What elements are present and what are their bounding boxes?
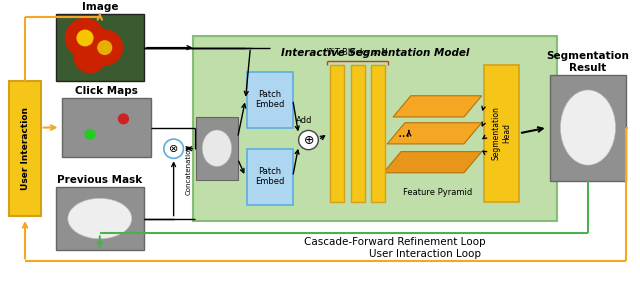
Text: Interactive Segmentation Model: Interactive Segmentation Model — [281, 48, 470, 58]
Text: Segmentation
Result: Segmentation Result — [547, 51, 629, 73]
Text: User Interaction Loop: User Interaction Loop — [369, 250, 481, 260]
Text: Patch
Embed: Patch Embed — [255, 167, 285, 186]
Bar — [56, 187, 144, 250]
Text: Cascade-Forward Refinement Loop: Cascade-Forward Refinement Loop — [304, 237, 486, 247]
Polygon shape — [383, 152, 482, 173]
Circle shape — [299, 130, 318, 150]
Text: Feature Pyramid: Feature Pyramid — [403, 188, 472, 197]
Bar — [330, 65, 344, 202]
Circle shape — [118, 114, 129, 124]
Ellipse shape — [202, 130, 232, 166]
Circle shape — [74, 42, 106, 73]
Text: ...: ... — [397, 126, 410, 140]
Text: Image: Image — [81, 2, 118, 12]
Circle shape — [87, 30, 122, 65]
Text: Concatenation: Concatenation — [186, 144, 191, 195]
Text: $\oplus$: $\oplus$ — [303, 133, 314, 147]
Bar — [351, 65, 365, 202]
Text: Segmentation
Head: Segmentation Head — [492, 106, 511, 160]
Circle shape — [98, 41, 111, 54]
Text: Patch
Embed: Patch Embed — [255, 90, 285, 109]
Circle shape — [85, 130, 95, 139]
Ellipse shape — [561, 90, 616, 165]
Polygon shape — [387, 123, 482, 144]
Bar — [484, 65, 519, 202]
Text: $\otimes$: $\otimes$ — [168, 143, 179, 154]
Text: Add: Add — [296, 116, 313, 125]
Polygon shape — [393, 96, 482, 117]
Bar — [550, 75, 627, 181]
Bar — [248, 149, 292, 204]
Circle shape — [164, 139, 184, 158]
Bar — [9, 81, 41, 216]
Text: User Interaction: User Interaction — [20, 107, 29, 190]
Ellipse shape — [68, 198, 132, 239]
Bar — [63, 98, 151, 157]
Bar — [193, 36, 557, 221]
Bar — [56, 14, 144, 81]
Text: ViT-Blocks × N: ViT-Blocks × N — [327, 48, 388, 57]
Circle shape — [77, 30, 93, 46]
Bar — [371, 65, 385, 202]
Text: Previous Mask: Previous Mask — [58, 175, 143, 185]
Circle shape — [65, 19, 105, 57]
Bar — [196, 117, 237, 179]
Bar — [248, 72, 292, 128]
Text: Click Maps: Click Maps — [76, 86, 138, 96]
